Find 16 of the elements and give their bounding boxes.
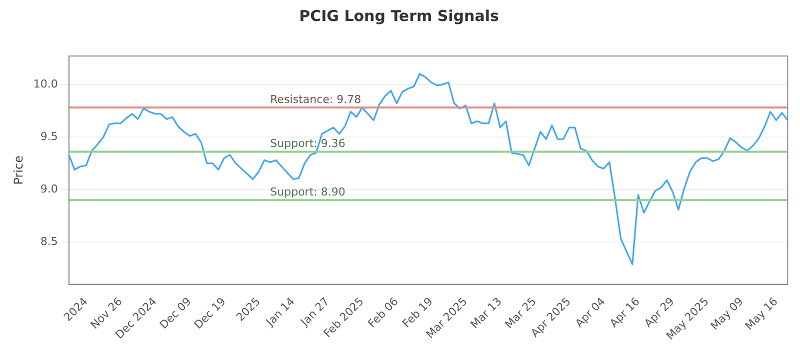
x-tick-label: Apr 04	[572, 294, 608, 330]
x-tick-label: Apr 16	[607, 294, 642, 330]
x-tick-label: Mar 13	[468, 294, 504, 332]
y-tick-label: 8.5	[40, 235, 58, 248]
y-axis-title: Price	[11, 156, 26, 185]
ref-line-label: Support: 9.36	[270, 137, 346, 150]
x-tick-label: Feb 06	[365, 294, 401, 330]
x-tick-label: Jan 14	[263, 294, 298, 330]
y-tick-label: 9.5	[40, 130, 58, 143]
chart-title: PCIG Long Term Signals	[299, 6, 499, 25]
x-tick-label: Dec 19	[192, 294, 228, 332]
y-tick-label: 9.0	[40, 182, 58, 196]
y-tick-label: 10.0	[33, 77, 58, 90]
x-tick-label: Dec 09	[157, 294, 194, 332]
ref-line-label: Support: 8.90	[270, 186, 346, 199]
ref-line-label: Resistance: 9.78	[270, 92, 362, 106]
